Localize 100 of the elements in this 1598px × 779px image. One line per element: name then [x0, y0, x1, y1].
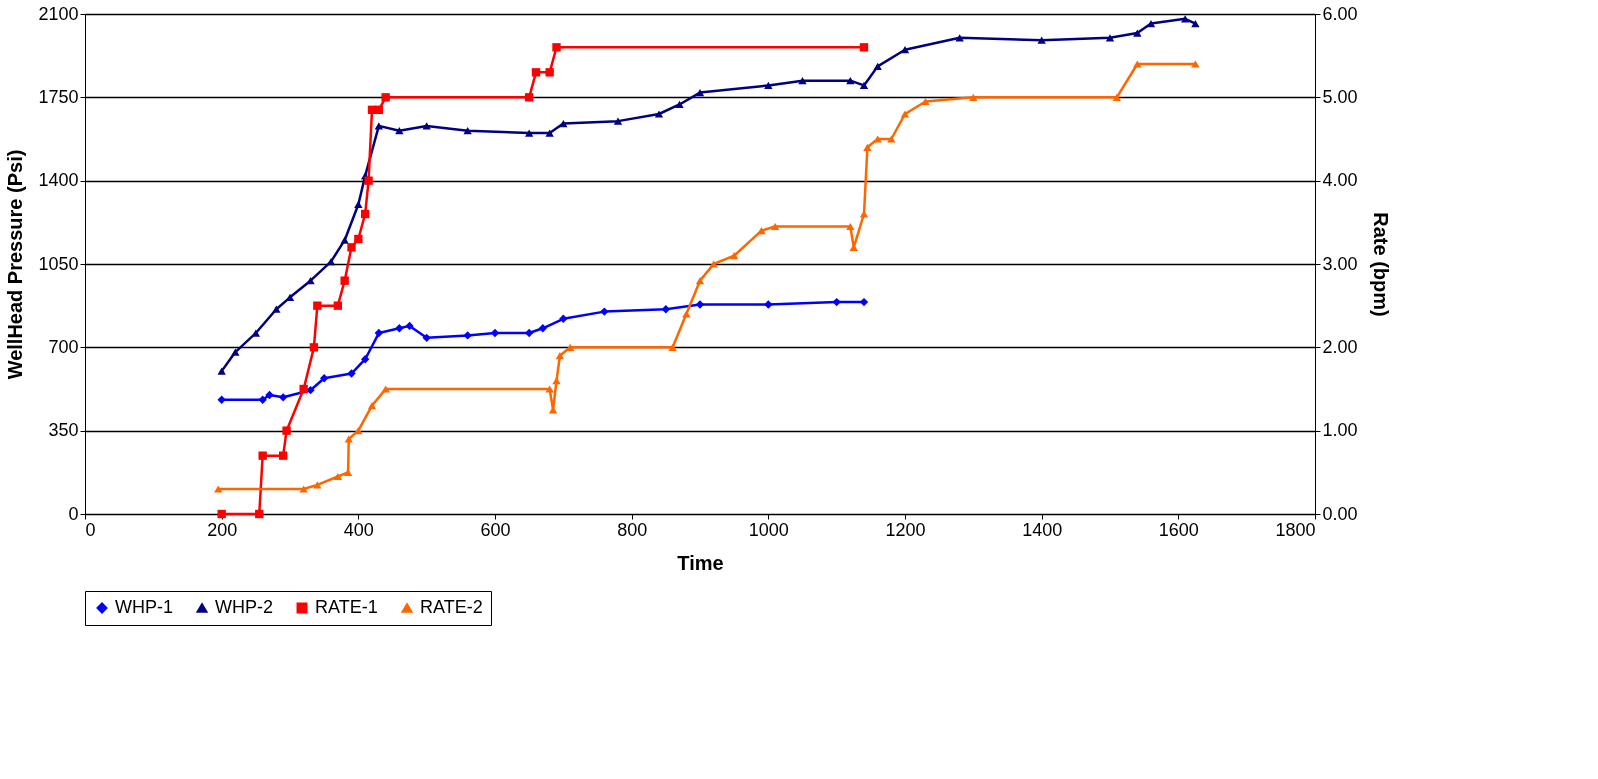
point	[545, 385, 554, 393]
point	[695, 277, 705, 285]
point	[347, 243, 356, 252]
point	[395, 127, 404, 135]
point	[463, 127, 472, 135]
point	[846, 77, 855, 85]
y2-axis-title: Rate (bpm)	[1369, 212, 1392, 317]
point	[873, 62, 882, 70]
point	[231, 348, 240, 356]
point	[955, 34, 964, 42]
point	[709, 260, 718, 268]
point	[846, 222, 855, 231]
point	[344, 435, 353, 443]
point	[832, 297, 841, 307]
x-tick-label: 1400	[1022, 519, 1063, 540]
point	[265, 390, 274, 400]
y2-tick-label: 3.00	[1322, 253, 1358, 274]
point	[1146, 19, 1156, 28]
point	[333, 472, 343, 481]
x-tick-label: 600	[480, 519, 511, 540]
point	[859, 43, 869, 52]
y2-tick-label: 2.00	[1322, 336, 1358, 357]
point	[374, 122, 384, 130]
point	[313, 301, 322, 310]
point	[969, 93, 978, 101]
x-tick-label: 1200	[885, 519, 926, 540]
point	[347, 369, 356, 378]
y-tick-label: 0	[68, 503, 79, 524]
point	[764, 81, 773, 90]
y-tick-label: 1400	[38, 170, 79, 191]
point	[921, 97, 930, 106]
point	[531, 68, 541, 77]
point	[272, 305, 281, 313]
point	[340, 276, 349, 285]
point	[422, 333, 431, 342]
y-tick-label: 1050	[38, 253, 79, 274]
point	[367, 402, 377, 410]
point	[422, 122, 431, 130]
point	[545, 68, 554, 77]
point	[524, 93, 534, 102]
point	[360, 355, 370, 364]
point	[395, 324, 404, 333]
point	[538, 324, 548, 333]
x-tick-label: 1600	[1158, 519, 1199, 540]
point	[863, 143, 872, 151]
point	[405, 321, 414, 331]
point	[374, 105, 384, 115]
point	[258, 451, 267, 460]
point	[668, 343, 677, 351]
y2-tick-label: 6.00	[1322, 3, 1358, 24]
legend-label: WHP-1	[115, 597, 173, 617]
point	[463, 331, 472, 340]
point	[299, 384, 308, 394]
point	[381, 385, 390, 393]
point	[675, 100, 684, 109]
point	[757, 227, 766, 235]
point	[1112, 93, 1122, 101]
x-tick-label: 200	[207, 519, 238, 540]
point	[1105, 34, 1115, 42]
legend-label: RATE-1	[315, 597, 378, 617]
point	[217, 509, 226, 519]
point	[1037, 36, 1046, 44]
point	[217, 395, 226, 404]
point	[309, 343, 319, 352]
x-axis-title: Time	[677, 551, 724, 574]
point	[217, 367, 226, 375]
point	[354, 200, 363, 209]
point	[613, 117, 623, 125]
point	[354, 234, 363, 244]
point	[859, 81, 869, 90]
point	[695, 88, 705, 97]
point	[559, 119, 568, 128]
point	[770, 222, 780, 231]
legend-label: RATE-2	[420, 597, 483, 617]
point	[340, 236, 349, 244]
point	[764, 300, 773, 309]
point	[887, 135, 896, 143]
point	[1180, 15, 1190, 23]
x-tick-label: 400	[343, 519, 374, 540]
point	[600, 307, 609, 316]
point	[251, 329, 261, 337]
point	[559, 314, 568, 323]
y-axis-title: WellHead Pressure (Psi)	[4, 149, 27, 380]
point	[1133, 29, 1142, 37]
x-tick-label: 800	[617, 519, 648, 540]
point	[729, 252, 739, 260]
y-tick-label: 350	[48, 420, 79, 441]
point	[555, 352, 565, 360]
point	[552, 43, 561, 52]
point	[1191, 19, 1200, 28]
y2-tick-label: 5.00	[1322, 86, 1358, 107]
point	[282, 426, 291, 435]
point	[214, 485, 223, 493]
point	[524, 129, 534, 137]
y-tick-label: 700	[48, 336, 79, 357]
point	[695, 300, 705, 309]
y2-tick-label: 4.00	[1322, 170, 1358, 191]
point	[654, 110, 664, 118]
x-tick-label: 0	[85, 519, 96, 540]
point	[354, 427, 363, 435]
